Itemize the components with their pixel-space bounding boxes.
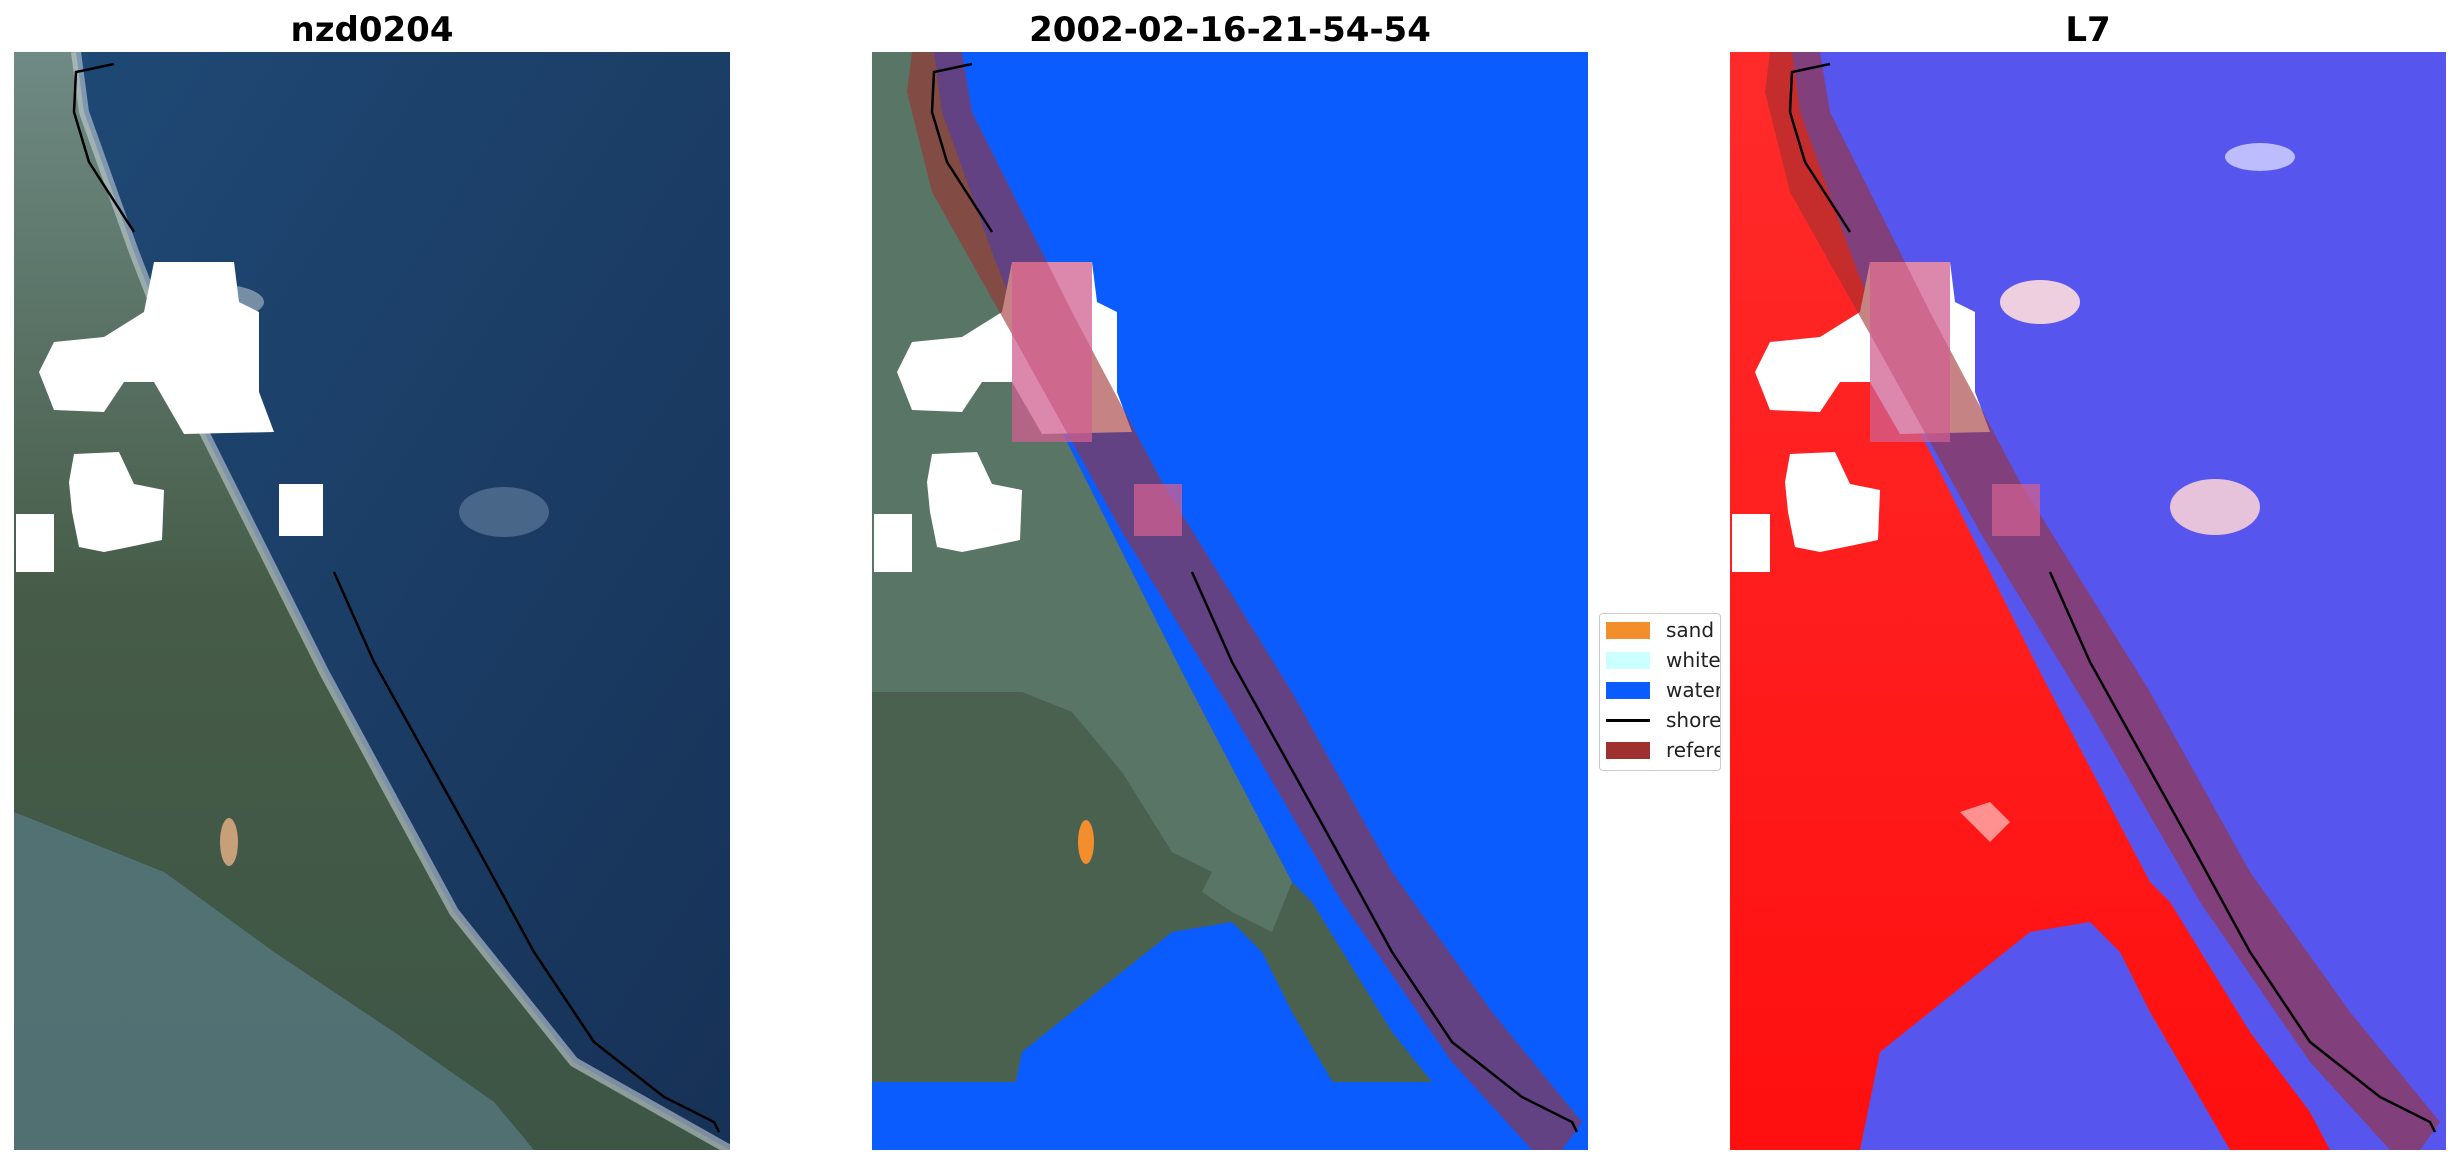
legend-label-shoreline: shoreline [1666, 708, 1721, 732]
classified-estuary-water [1002, 922, 1372, 1150]
rgb-image-panel [14, 52, 730, 1150]
index-cloud-patch [2225, 143, 2295, 171]
cloud-buffer-overlap [1992, 484, 2040, 536]
index-cloud-patch [2000, 280, 2080, 324]
legend-label-water: water [1666, 678, 1721, 702]
shoreline-line [72, 62, 721, 1133]
legend-label-sand: sand [1666, 618, 1715, 642]
surf-zone [71, 52, 730, 1150]
index-cloud-patch [2170, 479, 2260, 535]
classified-sand-patch [1078, 820, 1094, 864]
legend-swatch-whitewater [1606, 651, 1650, 669]
panel-title-index: L7 [2065, 10, 2111, 50]
legend-line-shoreline [1606, 718, 1650, 722]
land-area [14, 52, 730, 1150]
cloud-mask [16, 262, 323, 572]
shoreline-line [1788, 62, 2437, 1133]
panel-title-classified: 2002-02-16-21-54-54 [1029, 10, 1431, 50]
cloud-buffer-overlap [1012, 262, 1092, 442]
shoreline-line [930, 62, 1579, 1133]
legend-entry-sand: sand [1606, 618, 1714, 642]
estuary-area [14, 812, 534, 1150]
rgb-image [14, 52, 730, 1150]
classified-image [872, 52, 1588, 1150]
legend-swatch-water [1606, 681, 1650, 699]
index-land-area [1730, 52, 2330, 1150]
cloud-buffer-overlap [1134, 484, 1182, 536]
legend-label-reference-buffer: reference shoreline buffer [1666, 738, 1720, 762]
index-estuary-water [1860, 922, 2230, 1150]
index-highlight [1960, 802, 2010, 842]
classified-image-panel [872, 52, 1588, 1150]
index-image-panel [1730, 52, 2446, 1150]
legend-swatch-sand [1606, 621, 1650, 639]
legend-entry-water: water [1606, 678, 1721, 702]
sand-patch [220, 818, 238, 866]
legend-entry-reference-buffer: reference shoreline buffer [1606, 738, 1720, 762]
legend-swatch-reference-buffer [1606, 741, 1650, 759]
index-image [1730, 52, 2446, 1150]
cloud-buffer-overlap [1870, 262, 1950, 442]
legend-entry-shoreline: shoreline [1606, 708, 1721, 732]
panel-title-rgb: nzd0204 [290, 10, 454, 50]
cloud-wisp [459, 487, 549, 537]
